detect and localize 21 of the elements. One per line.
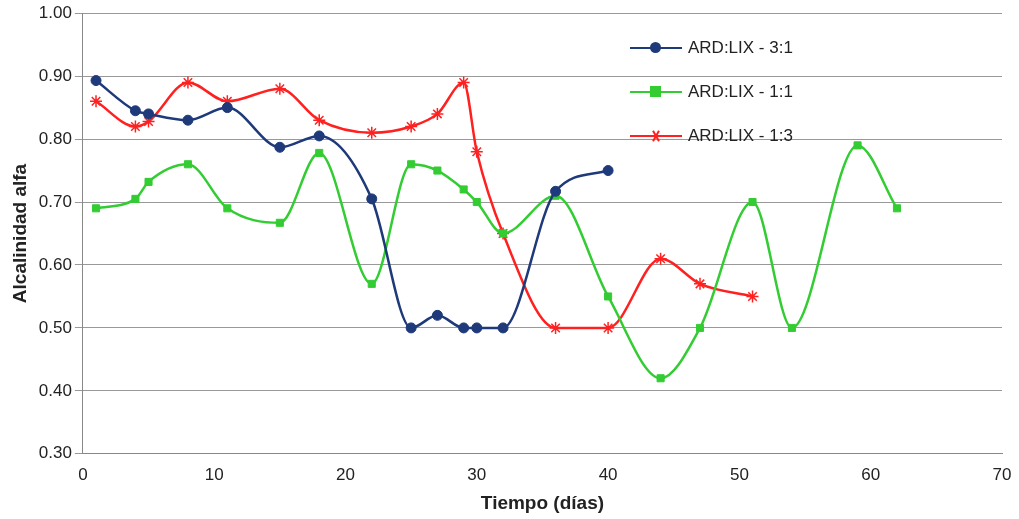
- x-tick-label: 20: [336, 464, 355, 484]
- y-tick-label: 0.60: [38, 254, 72, 274]
- y-tick-label: 0.80: [38, 128, 72, 148]
- x-tick-label: 50: [729, 464, 749, 484]
- y-tick-label: 1.00: [38, 2, 72, 22]
- x-tick-label: 70: [992, 464, 1012, 484]
- x-tick-label: 40: [598, 464, 618, 484]
- y-tick-label: 0.90: [38, 65, 72, 85]
- legend-label: ARD:LIX - 3:1: [688, 38, 793, 58]
- x-tick-label: 10: [204, 464, 224, 484]
- y-tick-label: 0.70: [38, 191, 72, 211]
- legend-label: ARD:LIX - 1:3: [688, 126, 793, 146]
- y-tick-label: 0.30: [38, 443, 72, 463]
- x-tick-label: 30: [467, 464, 487, 484]
- x-tick-label: 0: [78, 464, 88, 484]
- y-tick-label: 0.50: [38, 317, 72, 337]
- x-tick-label: 60: [861, 464, 881, 484]
- x-axis-title: Tiempo (días): [480, 491, 605, 513]
- y-axis-title: Alcalinidad alfa: [8, 163, 30, 304]
- legend-label: ARD:LIX - 1:1: [688, 82, 793, 102]
- y-tick-label: 0.40: [38, 380, 72, 400]
